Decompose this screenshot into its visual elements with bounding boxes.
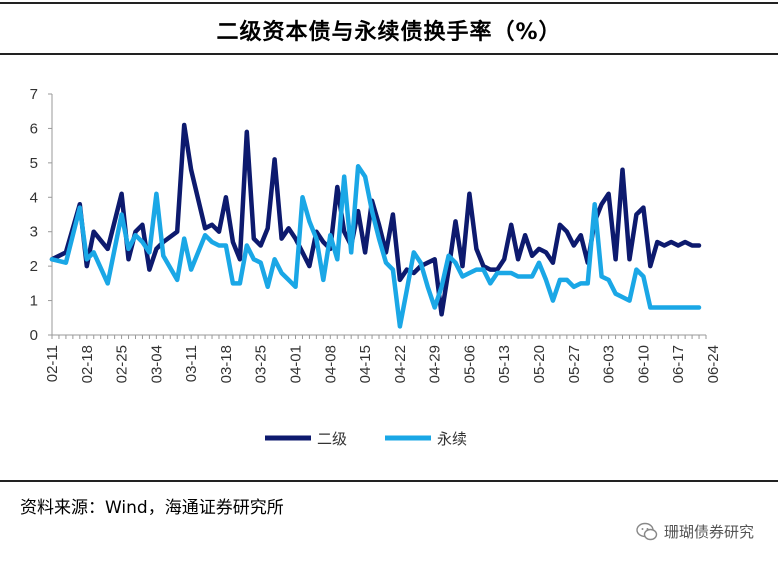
- series-line-yongxu: [49, 164, 702, 329]
- x-tick-label: 03-11: [183, 345, 200, 382]
- x-tick-label: 04-08: [322, 345, 339, 383]
- x-tick-label: 05-27: [566, 345, 583, 383]
- y-tick-label: 6: [30, 120, 38, 137]
- footer-rule: [0, 480, 778, 482]
- x-tick-label: 02-11: [44, 345, 61, 382]
- x-tick-label: 04-01: [288, 345, 305, 383]
- y-tick-label: 7: [30, 86, 38, 103]
- y-tick-label: 2: [30, 258, 38, 275]
- x-tick-label: 06-17: [670, 345, 687, 383]
- chart-area: 0 1 2 3 4 5 6 7 02-11 02-18 02-25 03-04 03-11 03-18 03…: [30, 86, 722, 448]
- x-tick-label: 05-06: [461, 345, 478, 383]
- watermark: 珊瑚债券研究: [636, 521, 754, 542]
- chart-title: 二级资本债与永续债换手率（%）: [216, 20, 562, 45]
- y-tick-label: 4: [30, 189, 38, 206]
- series-line-erji: [49, 122, 702, 317]
- x-tick-label: 02-18: [79, 345, 96, 383]
- title-rule: [0, 53, 778, 55]
- x-tick-label: 05-20: [531, 345, 548, 383]
- x-tick-label: 06-03: [601, 345, 618, 383]
- legend-label: 二级: [317, 430, 347, 448]
- x-tick-label: 04-29: [427, 345, 444, 383]
- x-tick-label: 03-18: [218, 345, 235, 383]
- x-tick-label: 06-24: [705, 345, 722, 383]
- x-tick-label: 02-25: [114, 345, 131, 383]
- x-tick-label: 04-22: [392, 345, 409, 383]
- watermark-text: 珊瑚债券研究: [663, 523, 754, 541]
- y-tick-label: 3: [30, 224, 38, 241]
- y-tick-label: 0: [30, 327, 38, 344]
- y-tick-label: 5: [30, 155, 38, 172]
- x-tick-label: 04-15: [357, 345, 374, 383]
- legend-label: 永续: [437, 430, 467, 448]
- y-tick-label: 1: [30, 293, 38, 310]
- source-note: 资料来源：Wind，海通证券研究所: [20, 498, 284, 518]
- x-tick-label: 03-25: [253, 345, 270, 383]
- top-rule: [0, 2, 778, 4]
- x-tick-label: 05-13: [496, 345, 513, 383]
- x-tick-label: 03-04: [148, 345, 165, 383]
- wechat-icon: [636, 522, 658, 540]
- x-tick-label: 06-10: [635, 345, 652, 383]
